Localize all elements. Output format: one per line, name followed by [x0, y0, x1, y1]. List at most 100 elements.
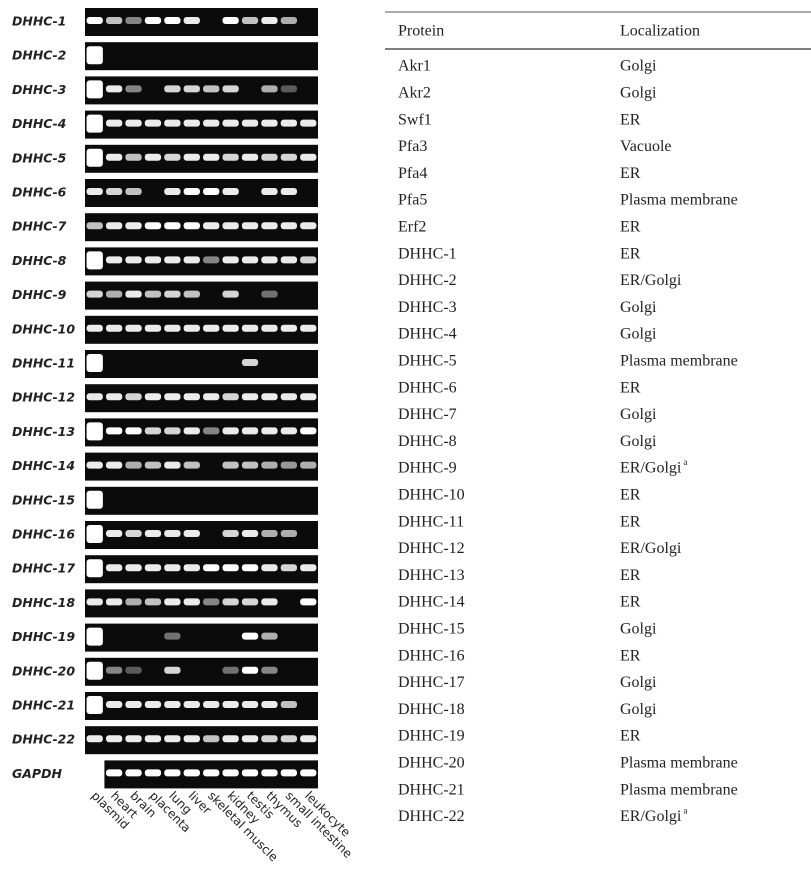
figure: Protein Localization DHHC-1DHHC-2DHHC-3D… [0, 0, 811, 888]
gel-band [164, 427, 180, 434]
gel-band [87, 628, 103, 646]
gel-row-label: DHHC-2 [12, 48, 66, 63]
gel-band [106, 462, 122, 469]
localization-cell: Golgi [620, 674, 657, 691]
gel-band [164, 154, 180, 161]
gel-band [125, 17, 141, 24]
gel-band [145, 598, 161, 605]
gel-band [261, 667, 277, 674]
gel-band [145, 325, 161, 332]
gel-band [164, 598, 180, 605]
gel-band [300, 154, 316, 161]
protein-cell: DHHC-13 [398, 567, 465, 584]
protein-cell: Akr2 [398, 84, 431, 101]
gel-band [261, 85, 277, 92]
gel-band [222, 667, 238, 674]
gel-band [125, 530, 141, 537]
gel-band [145, 291, 161, 298]
gel-band [106, 188, 122, 195]
gel-band [281, 427, 297, 434]
gel-band [242, 120, 258, 127]
gel-band [261, 222, 277, 229]
gel-band [300, 222, 316, 229]
gel-band [106, 120, 122, 127]
gel-band [281, 85, 297, 92]
gel-band [184, 701, 200, 708]
gel-band [164, 256, 180, 263]
gel-band [87, 525, 103, 543]
gel-band [125, 598, 141, 605]
gel-band [125, 120, 141, 127]
gel-band [145, 462, 161, 469]
gel-band [222, 188, 238, 195]
gel-band [87, 115, 103, 133]
gel-band [87, 422, 103, 440]
gel-band [222, 222, 238, 229]
gel-band [300, 120, 316, 127]
footnote-mark: a [683, 457, 687, 467]
gel-band [106, 530, 122, 537]
gel-band [242, 256, 258, 263]
gel-row-label: DHHC-11 [12, 356, 75, 371]
gel-band [300, 769, 316, 776]
gel-band [145, 701, 161, 708]
gel-band [222, 291, 238, 298]
protein-cell: DHHC-12 [398, 540, 465, 557]
gel-band [222, 769, 238, 776]
localization-cell: Golgi [620, 433, 657, 450]
localization-cell: Golgi [620, 701, 657, 718]
protein-cell: Pfa3 [398, 138, 427, 155]
gel-band [222, 735, 238, 742]
protein-cell: Pfa4 [398, 165, 427, 182]
gel-band [222, 598, 238, 605]
gel-band [87, 188, 103, 195]
protein-cell: DHHC-14 [398, 594, 465, 611]
gel-band [125, 188, 141, 195]
gel-band [125, 427, 141, 434]
gel-band [242, 735, 258, 742]
gel-band [222, 85, 238, 92]
gel-row-label: DHHC-7 [12, 219, 67, 234]
gel-row-label: DHHC-17 [12, 561, 75, 576]
gel-row-label: DHHC-22 [12, 732, 75, 747]
localization-cell: ER [620, 594, 641, 611]
protein-cell: DHHC-3 [398, 299, 457, 316]
gel-band [261, 427, 277, 434]
gel-band [184, 17, 200, 24]
protein-cell: Akr1 [398, 58, 431, 75]
protein-cell: DHHC-21 [398, 781, 465, 798]
gel-band [242, 530, 258, 537]
localization-cell: ER/Golgi [620, 272, 682, 289]
gel-row-label: GAPDH [12, 766, 62, 781]
gel-band [261, 256, 277, 263]
localization-cell: Golgi [620, 299, 657, 316]
gel-band [203, 427, 219, 434]
gel-band [145, 427, 161, 434]
gel-band [184, 427, 200, 434]
gel-band [300, 325, 316, 332]
gel-band [281, 154, 297, 161]
gel-band [222, 530, 238, 537]
gel-row-label: DHHC-21 [12, 698, 75, 713]
gel-band [106, 17, 122, 24]
gel-band [203, 154, 219, 161]
gel-band [106, 256, 122, 263]
gel-band [281, 735, 297, 742]
gel-row-label: DHHC-18 [12, 595, 75, 610]
protein-cell: DHHC-19 [398, 728, 465, 745]
gel-band [164, 530, 180, 537]
gel-band [222, 325, 238, 332]
gel-band [242, 17, 258, 24]
gel-band [106, 222, 122, 229]
gel-band [125, 222, 141, 229]
gel-band [222, 564, 238, 571]
gel-band [203, 735, 219, 742]
gel-band [261, 598, 277, 605]
gel-band [281, 17, 297, 24]
protein-cell: DHHC-22 [398, 808, 465, 825]
gel-band [164, 222, 180, 229]
gel-band [242, 154, 258, 161]
gel-band [164, 735, 180, 742]
gel-band [164, 188, 180, 195]
gel-band [281, 564, 297, 571]
